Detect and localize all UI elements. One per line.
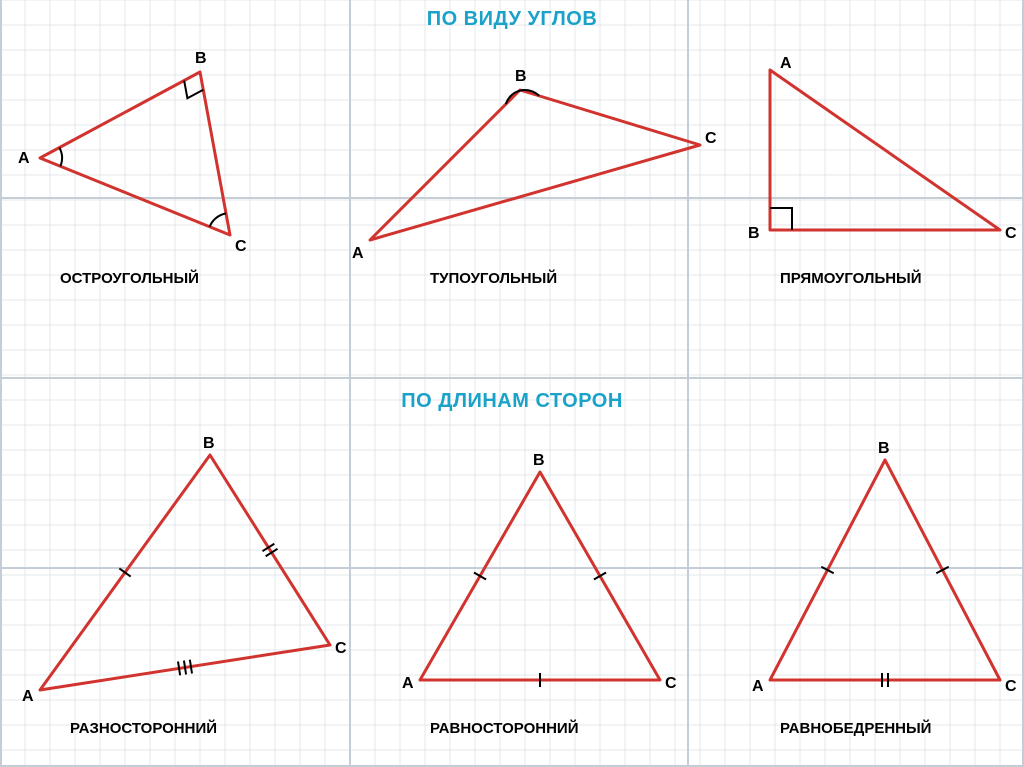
page: ПО ВИДУ УГЛОВ ПО ДЛИНАМ СТОРОН ОСТРОУГОЛ… (0, 0, 1024, 767)
diagram-canvas (0, 0, 1024, 767)
section-title-angles: ПО ВИДУ УГЛОВ (0, 8, 1024, 31)
caption-obtuse: ТУПОУГОЛЬНЫЙ (430, 270, 557, 287)
caption-scalene: РАЗНОСТОРОННИЙ (70, 720, 217, 737)
caption-right: ПРЯМОУГОЛЬНЫЙ (780, 270, 922, 287)
vertex-label: B (533, 452, 545, 470)
vertex-label: A (402, 675, 414, 693)
vertex-label: C (705, 130, 717, 148)
vertex-label: B (203, 435, 215, 453)
vertex-label: B (195, 50, 207, 68)
section-title-sides: ПО ДЛИНАМ СТОРОН (0, 390, 1024, 413)
vertex-label: C (1005, 678, 1017, 696)
caption-equilateral: РАВНОСТОРОННИЙ (430, 720, 578, 737)
vertex-label: B (878, 440, 890, 458)
vertex-label: A (752, 678, 764, 696)
vertex-label: A (352, 245, 364, 263)
vertex-label: A (22, 688, 34, 706)
vertex-label: C (235, 238, 247, 256)
vertex-label: C (1005, 225, 1017, 243)
vertex-label: A (18, 150, 30, 168)
caption-isosceles: РАВНОБЕДРЕННЫЙ (780, 720, 931, 737)
caption-acute: ОСТРОУГОЛЬНЫЙ (60, 270, 199, 287)
vertex-label: B (515, 68, 527, 86)
vertex-label: C (665, 675, 677, 693)
vertex-label: C (335, 640, 347, 658)
vertex-label: A (780, 55, 792, 73)
vertex-label: B (748, 225, 760, 243)
